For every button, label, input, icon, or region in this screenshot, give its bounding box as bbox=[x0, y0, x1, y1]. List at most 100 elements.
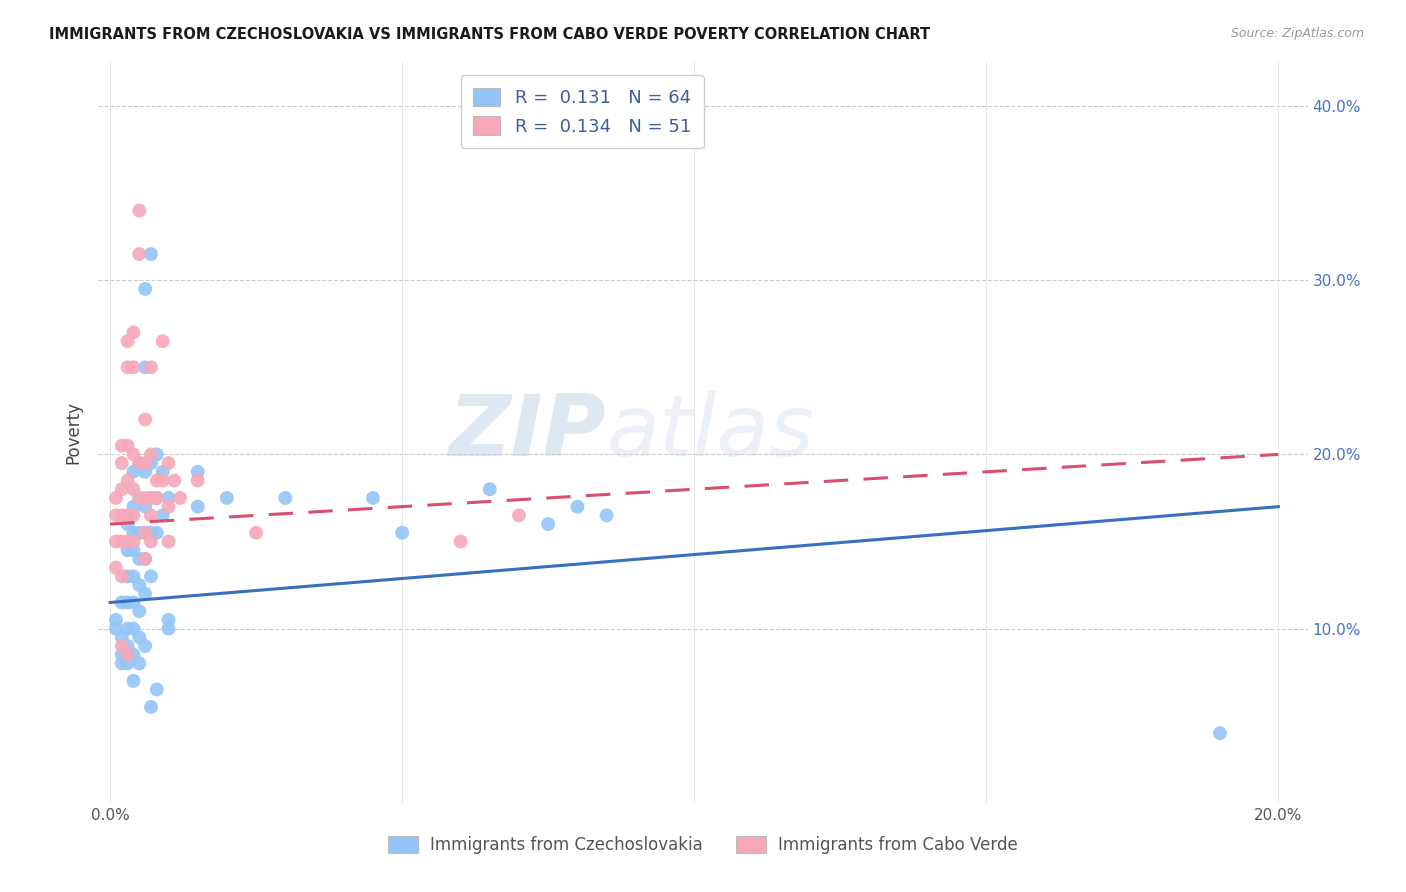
Point bbox=[391, 525, 413, 540]
Point bbox=[111, 456, 134, 470]
Point bbox=[139, 360, 162, 375]
Point bbox=[122, 534, 145, 549]
Point bbox=[122, 525, 145, 540]
Point bbox=[215, 491, 238, 505]
Point bbox=[122, 360, 145, 375]
Point bbox=[104, 491, 127, 505]
Point bbox=[122, 482, 145, 496]
Point bbox=[117, 439, 139, 453]
Point bbox=[104, 534, 127, 549]
Point bbox=[111, 648, 134, 662]
Text: Source: ZipAtlas.com: Source: ZipAtlas.com bbox=[1230, 27, 1364, 40]
Point bbox=[117, 543, 139, 558]
Point bbox=[117, 622, 139, 636]
Point bbox=[508, 508, 530, 523]
Point bbox=[117, 534, 139, 549]
Point bbox=[157, 534, 180, 549]
Point bbox=[146, 525, 169, 540]
Point bbox=[139, 508, 162, 523]
Point bbox=[122, 543, 145, 558]
Point bbox=[134, 491, 156, 505]
Point bbox=[122, 569, 145, 583]
Text: ZIP: ZIP bbox=[449, 391, 606, 475]
Point bbox=[117, 639, 139, 653]
Point bbox=[187, 465, 209, 479]
Point bbox=[139, 700, 162, 714]
Point bbox=[117, 657, 139, 671]
Point bbox=[128, 203, 150, 218]
Point bbox=[134, 360, 156, 375]
Point bbox=[595, 508, 617, 523]
Point bbox=[134, 465, 156, 479]
Point bbox=[134, 525, 156, 540]
Point bbox=[139, 456, 162, 470]
Point bbox=[134, 587, 156, 601]
Point bbox=[146, 474, 169, 488]
Point bbox=[134, 456, 156, 470]
Y-axis label: Poverty: Poverty bbox=[65, 401, 83, 464]
Point bbox=[157, 622, 180, 636]
Point bbox=[169, 491, 191, 505]
Point bbox=[128, 630, 150, 644]
Text: IMMIGRANTS FROM CZECHOSLOVAKIA VS IMMIGRANTS FROM CABO VERDE POVERTY CORRELATION: IMMIGRANTS FROM CZECHOSLOVAKIA VS IMMIGR… bbox=[49, 27, 931, 42]
Point bbox=[152, 474, 174, 488]
Point bbox=[134, 282, 156, 296]
Point bbox=[122, 447, 145, 461]
Point bbox=[152, 465, 174, 479]
Point bbox=[134, 500, 156, 514]
Point bbox=[146, 682, 169, 697]
Point bbox=[117, 569, 139, 583]
Point bbox=[139, 569, 162, 583]
Point bbox=[128, 247, 150, 261]
Point bbox=[187, 474, 209, 488]
Point bbox=[104, 560, 127, 574]
Point bbox=[128, 491, 150, 505]
Point bbox=[450, 534, 472, 549]
Point bbox=[139, 447, 162, 461]
Point bbox=[152, 334, 174, 348]
Point bbox=[139, 491, 162, 505]
Text: atlas: atlas bbox=[606, 391, 814, 475]
Point bbox=[134, 525, 156, 540]
Point bbox=[122, 326, 145, 340]
Point bbox=[111, 439, 134, 453]
Point bbox=[478, 482, 501, 496]
Point bbox=[117, 508, 139, 523]
Point bbox=[163, 474, 186, 488]
Point bbox=[128, 552, 150, 566]
Point bbox=[134, 639, 156, 653]
Point bbox=[104, 613, 127, 627]
Point bbox=[122, 622, 145, 636]
Point bbox=[274, 491, 297, 505]
Point bbox=[117, 595, 139, 609]
Point bbox=[122, 648, 145, 662]
Point bbox=[128, 578, 150, 592]
Point bbox=[146, 491, 169, 505]
Point bbox=[122, 595, 145, 609]
Point bbox=[117, 360, 139, 375]
Point bbox=[537, 517, 560, 532]
Point bbox=[111, 569, 134, 583]
Point bbox=[117, 334, 139, 348]
Point bbox=[567, 500, 589, 514]
Point bbox=[361, 491, 384, 505]
Point bbox=[128, 657, 150, 671]
Point bbox=[146, 447, 169, 461]
Point bbox=[122, 465, 145, 479]
Point bbox=[139, 525, 162, 540]
Point bbox=[139, 247, 162, 261]
Point bbox=[157, 491, 180, 505]
Point bbox=[1209, 726, 1232, 740]
Point bbox=[117, 474, 139, 488]
Point bbox=[139, 534, 162, 549]
Point bbox=[128, 491, 150, 505]
Point bbox=[139, 491, 162, 505]
Point bbox=[104, 622, 127, 636]
Point bbox=[187, 500, 209, 514]
Point bbox=[146, 491, 169, 505]
Point bbox=[134, 552, 156, 566]
Point bbox=[128, 604, 150, 618]
Point bbox=[104, 508, 127, 523]
Point bbox=[157, 613, 180, 627]
Point bbox=[157, 456, 180, 470]
